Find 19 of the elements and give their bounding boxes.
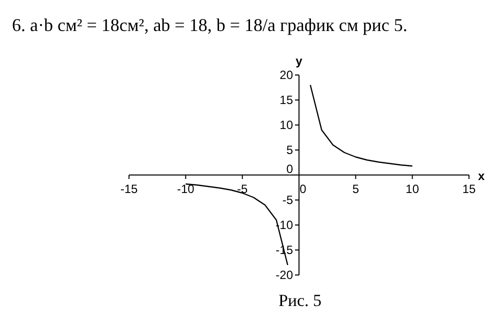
x-tick-label: -10 [176,182,195,196]
line-series [310,84,413,167]
chart-title: 6. a·b см² = 18см², ab = 18, b = 18/a график см рис 5. [12,15,408,35]
x-tick-label: 10 [406,182,420,196]
y-tick-label: 10 [280,118,294,132]
x-axis-title: x [478,169,485,183]
x-tick-label: -5 [236,182,248,196]
x-tick-label: -15 [120,182,138,196]
y-tick-label: 20 [280,68,294,82]
y-tick-label: -20 [276,268,294,282]
y-tick-label: 5 [286,143,294,157]
x-tick-label: 15 [462,182,476,196]
y-tick-label: 0 [286,162,294,176]
y-tick-label: -5 [282,193,294,207]
x-tick-label: 5 [352,182,360,196]
text: Рис. 5 [278,291,322,310]
y-axis-title: y [296,54,303,68]
y-tick-label: 15 [280,93,294,107]
x-tick-label: 0 [300,182,307,196]
